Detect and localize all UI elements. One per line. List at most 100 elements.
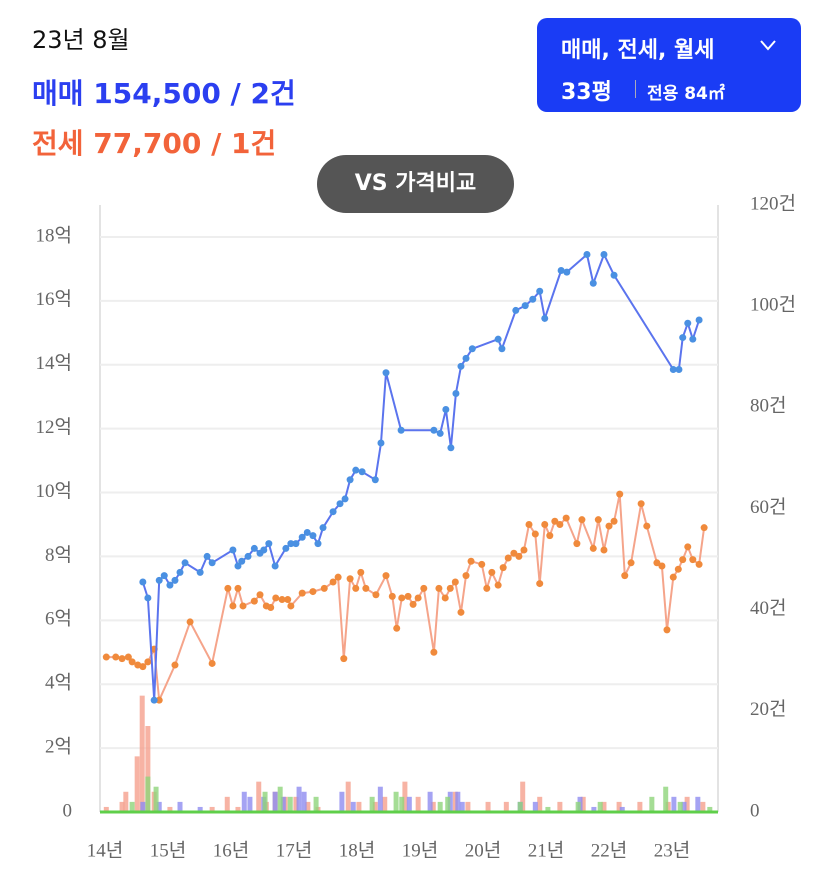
price-point bbox=[382, 572, 390, 580]
volume-bar bbox=[707, 806, 713, 812]
price-point bbox=[278, 596, 286, 604]
price-point bbox=[684, 319, 692, 327]
volume-bar bbox=[437, 801, 443, 812]
volume-bar bbox=[153, 786, 159, 812]
y-tick-label: 6억 bbox=[45, 608, 72, 630]
y-tick-label: 10억 bbox=[36, 480, 72, 502]
volume-bar bbox=[369, 796, 375, 812]
price-point bbox=[468, 345, 476, 353]
price-point bbox=[124, 653, 132, 661]
price-point bbox=[442, 405, 450, 413]
volume-bar bbox=[445, 796, 451, 812]
price-point bbox=[578, 516, 586, 524]
price-point bbox=[616, 490, 624, 498]
compare-button[interactable]: VS 가격비교 bbox=[317, 155, 514, 213]
volume-bar bbox=[545, 806, 551, 812]
volume-bar bbox=[156, 801, 162, 812]
filter-area: 전용 84㎡ bbox=[647, 84, 725, 104]
volume-bar bbox=[665, 801, 671, 812]
price-point bbox=[271, 562, 279, 570]
price-point bbox=[224, 584, 232, 592]
volume-bar bbox=[197, 806, 203, 812]
price-point bbox=[346, 476, 354, 484]
price-point bbox=[600, 546, 608, 554]
price-point bbox=[377, 439, 385, 447]
volume-bar bbox=[209, 806, 215, 812]
price-point bbox=[643, 522, 651, 530]
price-point bbox=[504, 554, 512, 562]
volume-bar bbox=[301, 791, 307, 812]
price-point bbox=[695, 316, 703, 324]
x-tick-label: 17년 bbox=[276, 839, 312, 861]
volume-bar bbox=[580, 796, 586, 812]
x-tick-label: 23년 bbox=[654, 839, 690, 861]
volume-bar bbox=[140, 801, 146, 812]
price-point bbox=[512, 306, 520, 314]
price-point bbox=[272, 594, 280, 602]
price-point bbox=[352, 584, 360, 592]
volume-bar bbox=[597, 801, 603, 812]
volume-bar bbox=[406, 796, 412, 812]
volume-bar bbox=[129, 801, 135, 812]
price-point bbox=[627, 559, 635, 567]
price-point bbox=[160, 572, 168, 580]
price-point bbox=[462, 572, 470, 580]
price-point bbox=[447, 444, 455, 452]
y2-tick-label: 40건 bbox=[750, 597, 786, 619]
volume-bar bbox=[399, 796, 405, 812]
price-point bbox=[346, 575, 354, 583]
price-point bbox=[265, 540, 273, 548]
chevron bbox=[760, 40, 776, 51]
price-point bbox=[700, 524, 708, 532]
volume-bar bbox=[455, 791, 461, 812]
price-point bbox=[663, 626, 671, 634]
volume-bar bbox=[280, 796, 286, 812]
price-point bbox=[679, 556, 687, 564]
price-point bbox=[556, 520, 564, 528]
volume-bar bbox=[356, 801, 362, 812]
price-point bbox=[589, 544, 597, 552]
volume-bar bbox=[256, 781, 262, 812]
price-point bbox=[529, 295, 537, 303]
divider bbox=[635, 80, 636, 98]
volume-bar bbox=[372, 801, 378, 812]
price-point bbox=[112, 653, 120, 661]
price-point bbox=[457, 362, 465, 370]
y-tick-label: 14억 bbox=[36, 352, 72, 374]
price-point bbox=[600, 251, 608, 259]
price-point bbox=[520, 546, 528, 554]
price-point bbox=[155, 696, 163, 704]
volume-bar bbox=[415, 796, 421, 812]
price-point bbox=[362, 584, 370, 592]
price-point bbox=[462, 354, 470, 362]
price-point bbox=[309, 588, 317, 596]
price-point bbox=[196, 568, 204, 576]
y-tick-label: 2억 bbox=[45, 735, 72, 757]
price-point bbox=[610, 517, 618, 525]
volume-bar bbox=[382, 796, 388, 812]
volume-bar bbox=[591, 806, 597, 812]
volume-bar bbox=[663, 786, 669, 812]
filter-button[interactable]: 매매, 전세, 월세 33평 전용 84㎡ bbox=[537, 18, 801, 112]
price-point bbox=[483, 584, 491, 592]
price-point bbox=[372, 591, 380, 599]
price-point bbox=[621, 572, 629, 580]
volume-bar bbox=[695, 796, 701, 812]
volume-bar bbox=[339, 791, 345, 812]
volume-bar bbox=[503, 801, 509, 812]
price-point bbox=[494, 581, 502, 589]
volume-bar bbox=[119, 801, 125, 812]
price-point bbox=[150, 696, 158, 704]
y-tick-label: 0 bbox=[63, 800, 73, 821]
price-point bbox=[287, 602, 295, 610]
volume-bar bbox=[700, 801, 706, 812]
price-point bbox=[352, 466, 360, 474]
price-point bbox=[557, 266, 565, 274]
price-point bbox=[341, 495, 349, 503]
filter-types: 매매, 전세, 월세 bbox=[561, 38, 715, 63]
price-point bbox=[430, 426, 438, 434]
price-point bbox=[525, 520, 533, 528]
price-point bbox=[414, 594, 422, 602]
price-point bbox=[298, 533, 306, 541]
x-tick-label: 18년 bbox=[339, 839, 375, 861]
